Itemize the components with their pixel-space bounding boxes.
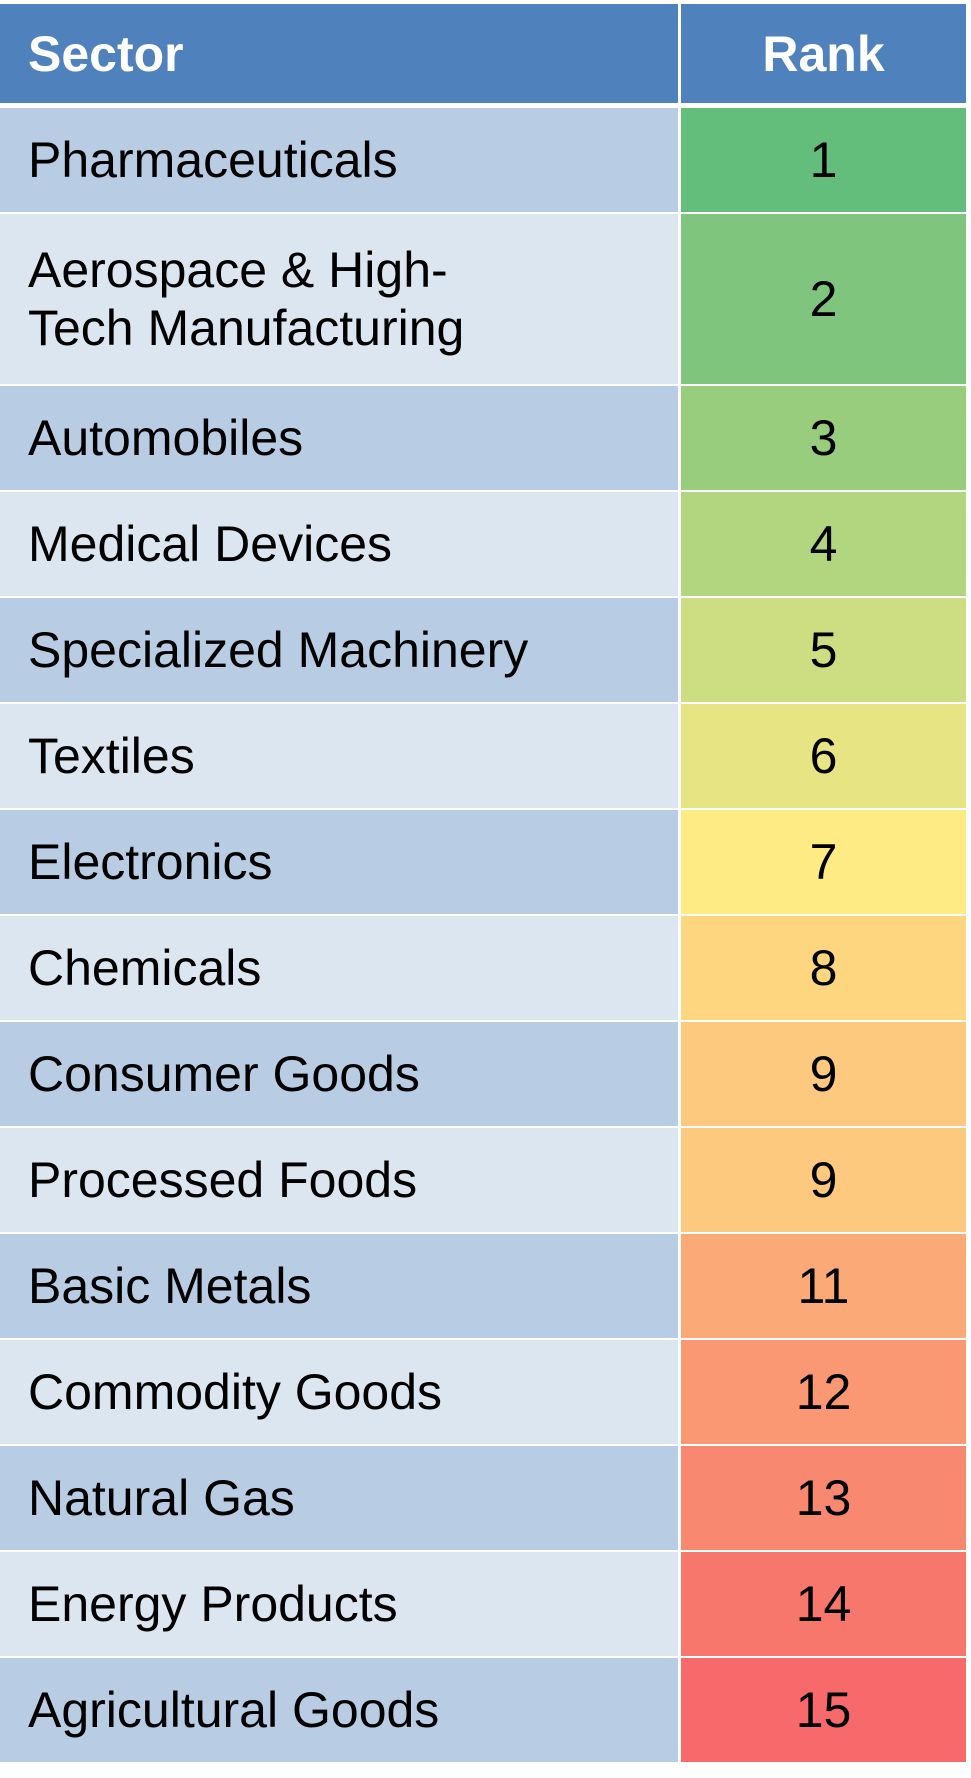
- table-row: Specialized Machinery 5: [0, 598, 966, 704]
- rank-column-header: Rank: [681, 4, 966, 103]
- table-row: Commodity Goods 12: [0, 1340, 966, 1446]
- sector-cell: Natural Gas: [0, 1446, 681, 1550]
- table-row: Electronics 7: [0, 810, 966, 916]
- rank-cell: 2: [681, 214, 966, 384]
- table-row: Natural Gas 13: [0, 1446, 966, 1552]
- sector-cell: Pharmaceuticals: [0, 108, 681, 212]
- rank-cell: 7: [681, 810, 966, 914]
- sector-cell: Commodity Goods: [0, 1340, 681, 1444]
- rank-cell: 11: [681, 1234, 966, 1338]
- table-row: Basic Metals 11: [0, 1234, 966, 1340]
- sector-cell: Medical Devices: [0, 492, 681, 596]
- sector-rank-table: Sector Rank Pharmaceuticals 1 Aerospace …: [0, 4, 966, 1764]
- sector-cell: Agricultural Goods: [0, 1658, 681, 1762]
- sector-cell: Aerospace & High-Tech Manufacturing: [28, 242, 465, 356]
- rank-cell: 9: [681, 1128, 966, 1232]
- sector-cell-wrapper: Aerospace & High-Tech Manufacturing: [0, 214, 681, 384]
- rank-cell: 6: [681, 704, 966, 808]
- table-row: Energy Products 14: [0, 1552, 966, 1658]
- table-row: Automobiles 3: [0, 386, 966, 492]
- rank-cell: 9: [681, 1022, 966, 1126]
- sector-cell: Automobiles: [0, 386, 681, 490]
- rank-cell: 12: [681, 1340, 966, 1444]
- rank-cell: 15: [681, 1658, 966, 1762]
- sector-cell: Processed Foods: [0, 1128, 681, 1232]
- table-row: Pharmaceuticals 1: [0, 108, 966, 214]
- sector-cell: Textiles: [0, 704, 681, 808]
- sector-cell: Electronics: [0, 810, 681, 914]
- table-row: Agricultural Goods 15: [0, 1658, 966, 1764]
- sector-column-header: Sector: [0, 4, 681, 103]
- sector-cell: Consumer Goods: [0, 1022, 681, 1126]
- table-row: Medical Devices 4: [0, 492, 966, 598]
- rank-cell: 3: [681, 386, 966, 490]
- table-header: Sector Rank: [0, 4, 966, 108]
- rank-cell: 8: [681, 916, 966, 1020]
- table-row: Chemicals 8: [0, 916, 966, 1022]
- table-row: Consumer Goods 9: [0, 1022, 966, 1128]
- sector-cell: Basic Metals: [0, 1234, 681, 1338]
- sector-cell: Specialized Machinery: [0, 598, 681, 702]
- table-row: Processed Foods 9: [0, 1128, 966, 1234]
- table-row: Textiles 6: [0, 704, 966, 810]
- rank-cell: 1: [681, 108, 966, 212]
- rank-cell: 14: [681, 1552, 966, 1656]
- sector-cell: Chemicals: [0, 916, 681, 1020]
- table-row: Aerospace & High-Tech Manufacturing 2: [0, 214, 966, 386]
- rank-cell: 5: [681, 598, 966, 702]
- rank-cell: 13: [681, 1446, 966, 1550]
- rank-cell: 4: [681, 492, 966, 596]
- sector-cell: Energy Products: [0, 1552, 681, 1656]
